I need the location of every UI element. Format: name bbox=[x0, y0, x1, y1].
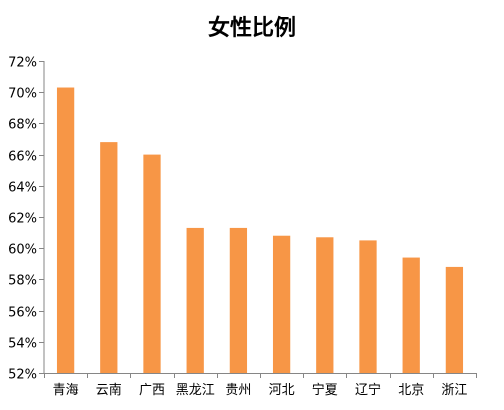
y-tick-label: 66% bbox=[8, 150, 37, 165]
x-tick-label: 贵州 bbox=[225, 383, 251, 398]
x-axis: 青海 云南 广西 黑龙江 贵州 河北 宁夏 辽宁 北京 浙江 bbox=[44, 373, 477, 398]
y-tick-label: 56% bbox=[8, 306, 37, 321]
y-tick-label: 64% bbox=[8, 181, 37, 196]
y-tick-label: 52% bbox=[8, 368, 37, 383]
bar-2 bbox=[100, 142, 118, 373]
bar-6 bbox=[272, 235, 291, 373]
chart-title: 女性比例 bbox=[207, 15, 296, 41]
x-tick-label: 青海 bbox=[53, 383, 79, 398]
x-tick-label: 云南 bbox=[96, 382, 122, 398]
y-axis: 52% 54% 56% 58% 60% 62% 64% 66% 68% 70% 72% bbox=[8, 56, 45, 383]
bars bbox=[56, 87, 464, 374]
x-tick-label: 河北 bbox=[269, 383, 295, 398]
bar-10 bbox=[445, 266, 464, 373]
y-tick-label: 72% bbox=[8, 56, 37, 71]
bar-9 bbox=[402, 257, 420, 373]
y-tick-label: 62% bbox=[8, 212, 37, 227]
x-tick-label: 黑龙江 bbox=[176, 383, 215, 398]
y-tick-label: 58% bbox=[8, 274, 37, 289]
bar-7 bbox=[316, 237, 334, 373]
y-tick-label: 54% bbox=[8, 337, 37, 352]
bar-5 bbox=[229, 227, 248, 373]
bar-3 bbox=[143, 154, 161, 373]
x-tick-label: 浙江 bbox=[441, 383, 467, 398]
y-tick-label: 68% bbox=[8, 118, 37, 133]
x-tick-label: 宁夏 bbox=[312, 382, 338, 398]
x-tick-label: 辽宁 bbox=[355, 382, 381, 398]
x-tick-label: 广西 bbox=[139, 383, 165, 398]
x-tick-label: 北京 bbox=[398, 383, 424, 398]
bar-1 bbox=[56, 87, 75, 374]
bar-8 bbox=[359, 240, 377, 373]
bar-4 bbox=[186, 227, 204, 373]
y-tick-label: 70% bbox=[8, 87, 37, 102]
y-tick-label: 60% bbox=[8, 243, 37, 258]
